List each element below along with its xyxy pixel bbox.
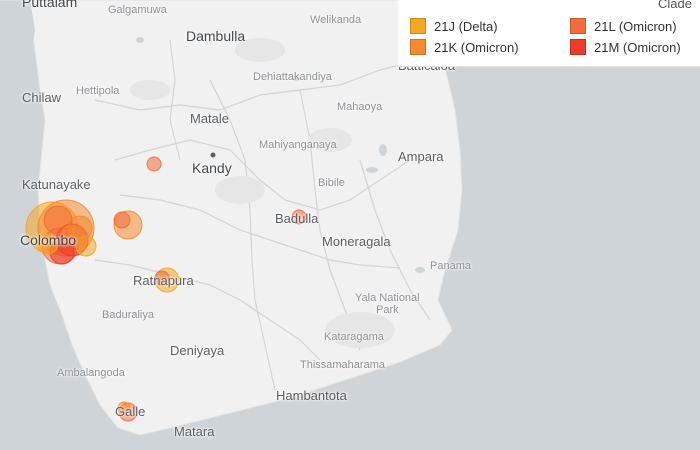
legend-swatch-21j xyxy=(410,18,426,34)
lagoon-puttalam xyxy=(20,0,35,60)
legend-item-21k[interactable]: 21K (Omicron) xyxy=(410,39,519,55)
cluster-colombo[interactable] xyxy=(25,199,97,265)
cluster-ratnapura[interactable] xyxy=(154,267,180,293)
place-label-kandy: Kandy xyxy=(192,160,232,176)
place-label-ratnapura: Ratnapura xyxy=(133,273,194,288)
place-label-chilaw: Chilaw xyxy=(22,90,62,105)
cluster-circle-galle-1[interactable] xyxy=(117,401,131,415)
legend-swatch-21m xyxy=(570,39,586,55)
place-label-colombo: Colombo xyxy=(20,232,77,248)
place-label-matale: Matale xyxy=(190,111,230,126)
place-label-deniyaya: Deniyaya xyxy=(170,343,225,358)
place-label-mahaoya: Mahaoya xyxy=(337,101,383,113)
place-label-badulla: Badulla xyxy=(275,211,319,226)
legend-label-21m: 21M (Omicron) xyxy=(594,39,681,55)
legend-title: Clade xyxy=(658,0,692,11)
cluster-badulla[interactable] xyxy=(291,209,307,225)
cluster-circle-colombo-9[interactable] xyxy=(61,225,79,243)
place-label-moneragala: Moneragala xyxy=(322,234,391,249)
place-label-hambantota: Hambantota xyxy=(276,388,347,403)
place-label-mahiyanganaya: Mahiyanganaya xyxy=(259,139,337,151)
cluster-circle-kurunegala-0[interactable] xyxy=(146,156,162,172)
legend-swatch-21l xyxy=(570,18,586,34)
place-label-ampara: Ampara xyxy=(398,149,444,164)
place-label-yala: Yala National Park xyxy=(355,292,420,316)
cluster-circle-colombo-6[interactable] xyxy=(43,205,73,235)
legend-item-21j[interactable]: 21J (Delta) xyxy=(410,18,498,34)
place-label-panama: Panama xyxy=(430,260,471,272)
place-label-welikanda: Welikanda xyxy=(310,14,362,26)
place-label-bibile: Bibile xyxy=(318,177,345,189)
legend-item-21l[interactable]: 21L (Omicron) xyxy=(570,18,677,34)
place-label-dambulla: Dambulla xyxy=(186,28,246,44)
place-label-galle: Galle xyxy=(115,404,146,419)
place-label-baduraliya: Baduraliya xyxy=(102,309,154,321)
place-label-matara: Matara xyxy=(174,424,215,439)
cluster-circle-colombo-8[interactable] xyxy=(37,233,59,255)
legend-item-21m[interactable]: 21M (Omicron) xyxy=(570,39,681,55)
cluster-kegalle[interactable] xyxy=(113,210,143,240)
cluster-layer xyxy=(25,156,307,422)
place-label-ambalangoda: Ambalangoda xyxy=(57,367,125,379)
place-label-galgamuwa: Galgamuwa xyxy=(108,4,167,16)
place-label-dehiattakandiya: Dehiattakandiya xyxy=(253,71,332,83)
legend-label-21l: 21L (Omicron) xyxy=(594,18,677,34)
legend-swatch-21k xyxy=(410,39,426,55)
cluster-circle-ratnapura-1[interactable] xyxy=(154,270,170,286)
place-label-kataragama: Kataragama xyxy=(324,331,384,343)
cluster-circle-kegalle-1[interactable] xyxy=(113,211,131,229)
cluster-galle[interactable] xyxy=(117,401,138,422)
place-label-puttalam: Puttalam xyxy=(22,0,78,10)
forest-patches xyxy=(130,38,395,348)
legend-label-21k: 21K (Omicron) xyxy=(434,39,519,55)
legend-label-21j: 21J (Delta) xyxy=(434,18,498,34)
water-bodies xyxy=(136,37,425,273)
place-label-thissamaharama: Thissamaharama xyxy=(300,359,385,371)
cluster-circle-badulla-0[interactable] xyxy=(291,209,307,225)
cluster-kurunegala[interactable] xyxy=(146,156,162,172)
legend-cap xyxy=(398,0,444,12)
place-label-katunayake: Katunayake xyxy=(22,177,91,192)
kandy-marker xyxy=(210,152,216,158)
place-label-hettipola: Hettipola xyxy=(76,85,120,97)
legend: Clade 21J (Delta) 21L (Omicron) 21K (Omi… xyxy=(398,0,700,67)
